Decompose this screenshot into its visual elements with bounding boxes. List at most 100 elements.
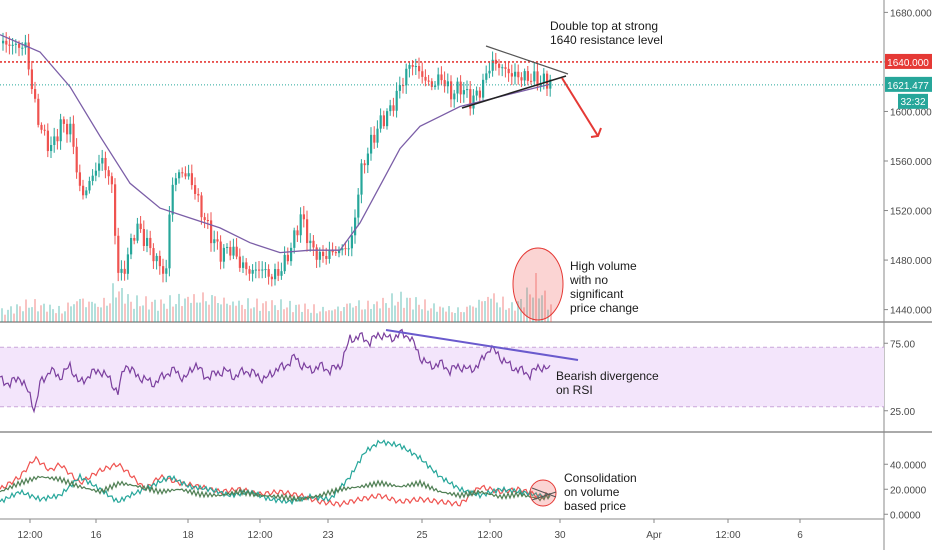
- candle-body: [363, 163, 366, 166]
- candle-body: [203, 217, 206, 220]
- time-tick-label: 6: [797, 530, 803, 541]
- price-tick-label: 1680.000: [890, 8, 932, 19]
- candle-body: [290, 247, 293, 262]
- volume-bar: [439, 306, 441, 322]
- rsi-divergence-trendline[interactable]: [385, 329, 579, 361]
- candle-body: [235, 246, 238, 257]
- double-top-line-1: Double top at strong: [550, 19, 658, 33]
- candle-body: [158, 255, 161, 267]
- volume-bar: [151, 301, 153, 322]
- volume-indicator-series-line: [0, 475, 551, 503]
- price-tick-label: 1520.000: [890, 207, 932, 218]
- volume-bar: [73, 304, 75, 322]
- volume-indicator-tick-label: 40.0000: [890, 460, 927, 471]
- candle-body: [146, 237, 149, 246]
- volume-bar: [505, 309, 507, 322]
- rsi-band: [0, 347, 884, 407]
- candle-body: [331, 250, 334, 253]
- volume-bar: [463, 312, 465, 322]
- candle-body: [462, 90, 465, 95]
- candle-body: [299, 214, 302, 236]
- candle-body: [386, 111, 389, 127]
- consolidation-annotation: Consolidation on volume based price: [564, 471, 640, 513]
- volume-bars: [1, 273, 552, 322]
- volume-bar: [43, 303, 45, 322]
- candle-body: [142, 229, 145, 246]
- candle-body: [520, 77, 523, 81]
- candle-body: [238, 256, 241, 268]
- candle-body: [402, 85, 405, 87]
- candle-body: [72, 123, 75, 147]
- candle-body: [466, 89, 469, 91]
- volume-bar: [496, 302, 498, 322]
- candle-body: [245, 262, 248, 270]
- volume-bar: [115, 297, 117, 322]
- triangle-lower-trendline[interactable]: [461, 75, 567, 109]
- volume-bar: [526, 287, 528, 322]
- candle-body: [510, 73, 513, 77]
- volume-bar: [268, 311, 270, 322]
- volume-bar: [415, 297, 417, 322]
- triangle-upper-trendline[interactable]: [485, 45, 569, 75]
- resistance-badge-label: 1640.000: [887, 58, 929, 69]
- candle-body: [261, 269, 264, 271]
- candle-body: [8, 44, 11, 46]
- volume-bar: [88, 301, 90, 322]
- volume-bar: [367, 300, 369, 322]
- candle-body: [360, 163, 363, 195]
- price-tick-label: 1560.000: [890, 157, 932, 168]
- volume-bar: [214, 296, 216, 322]
- volume-bar: [334, 309, 336, 322]
- candle-body: [405, 68, 408, 86]
- volume-bar: [379, 308, 381, 322]
- volume-bar: [403, 307, 405, 322]
- volume-bar: [301, 311, 303, 322]
- candle-body: [338, 250, 341, 254]
- candle-body: [395, 90, 398, 111]
- candle-body: [37, 98, 40, 125]
- high-volume-annotation: High volume with no significant price ch…: [569, 259, 640, 315]
- volume-bar: [19, 306, 21, 322]
- countdown-badge-box: [898, 93, 928, 109]
- bearish-arrow: [561, 77, 602, 138]
- candle-body: [424, 76, 427, 81]
- candle-body: [427, 80, 430, 82]
- volume-bar: [493, 293, 495, 322]
- volume-bar: [34, 299, 36, 322]
- volume-indicator-lines: [0, 439, 551, 508]
- candle-body: [270, 276, 273, 280]
- volume-bar: [79, 298, 81, 322]
- candle-body: [18, 43, 21, 48]
- time-tick-label: 25: [416, 530, 428, 541]
- volume-bar: [202, 292, 204, 322]
- high-volume-line-3: significant: [570, 287, 624, 301]
- candle-body: [101, 157, 104, 164]
- volume-bar: [409, 297, 411, 322]
- volume-bar: [331, 310, 333, 322]
- volume-bar: [346, 303, 348, 322]
- volume-bar: [418, 304, 420, 322]
- volume-bar: [538, 298, 540, 322]
- volume-bar: [457, 307, 459, 322]
- moving-average-line: [0, 34, 551, 254]
- volume-bar: [478, 299, 480, 322]
- bearish-arrow-shaft[interactable]: [561, 77, 599, 137]
- candle-body: [187, 173, 190, 177]
- high-volume-highlight[interactable]: [512, 247, 564, 321]
- candle-body: [168, 214, 171, 269]
- candle-body: [315, 247, 318, 260]
- volume-bar: [484, 301, 486, 322]
- candle-body: [453, 93, 456, 100]
- candle-body: [469, 89, 472, 109]
- volume-bar: [52, 309, 54, 322]
- candle-body: [59, 119, 62, 142]
- volume-bar: [340, 311, 342, 322]
- candle-body: [85, 190, 88, 196]
- consolidation-highlight[interactable]: [529, 479, 557, 507]
- candle-body: [418, 66, 421, 72]
- volume-bar: [427, 310, 429, 322]
- bearish-divergence-line-1: Bearish divergence: [556, 369, 659, 383]
- candle-body: [286, 254, 289, 262]
- volume-bar: [223, 297, 225, 322]
- candle-body: [443, 80, 446, 87]
